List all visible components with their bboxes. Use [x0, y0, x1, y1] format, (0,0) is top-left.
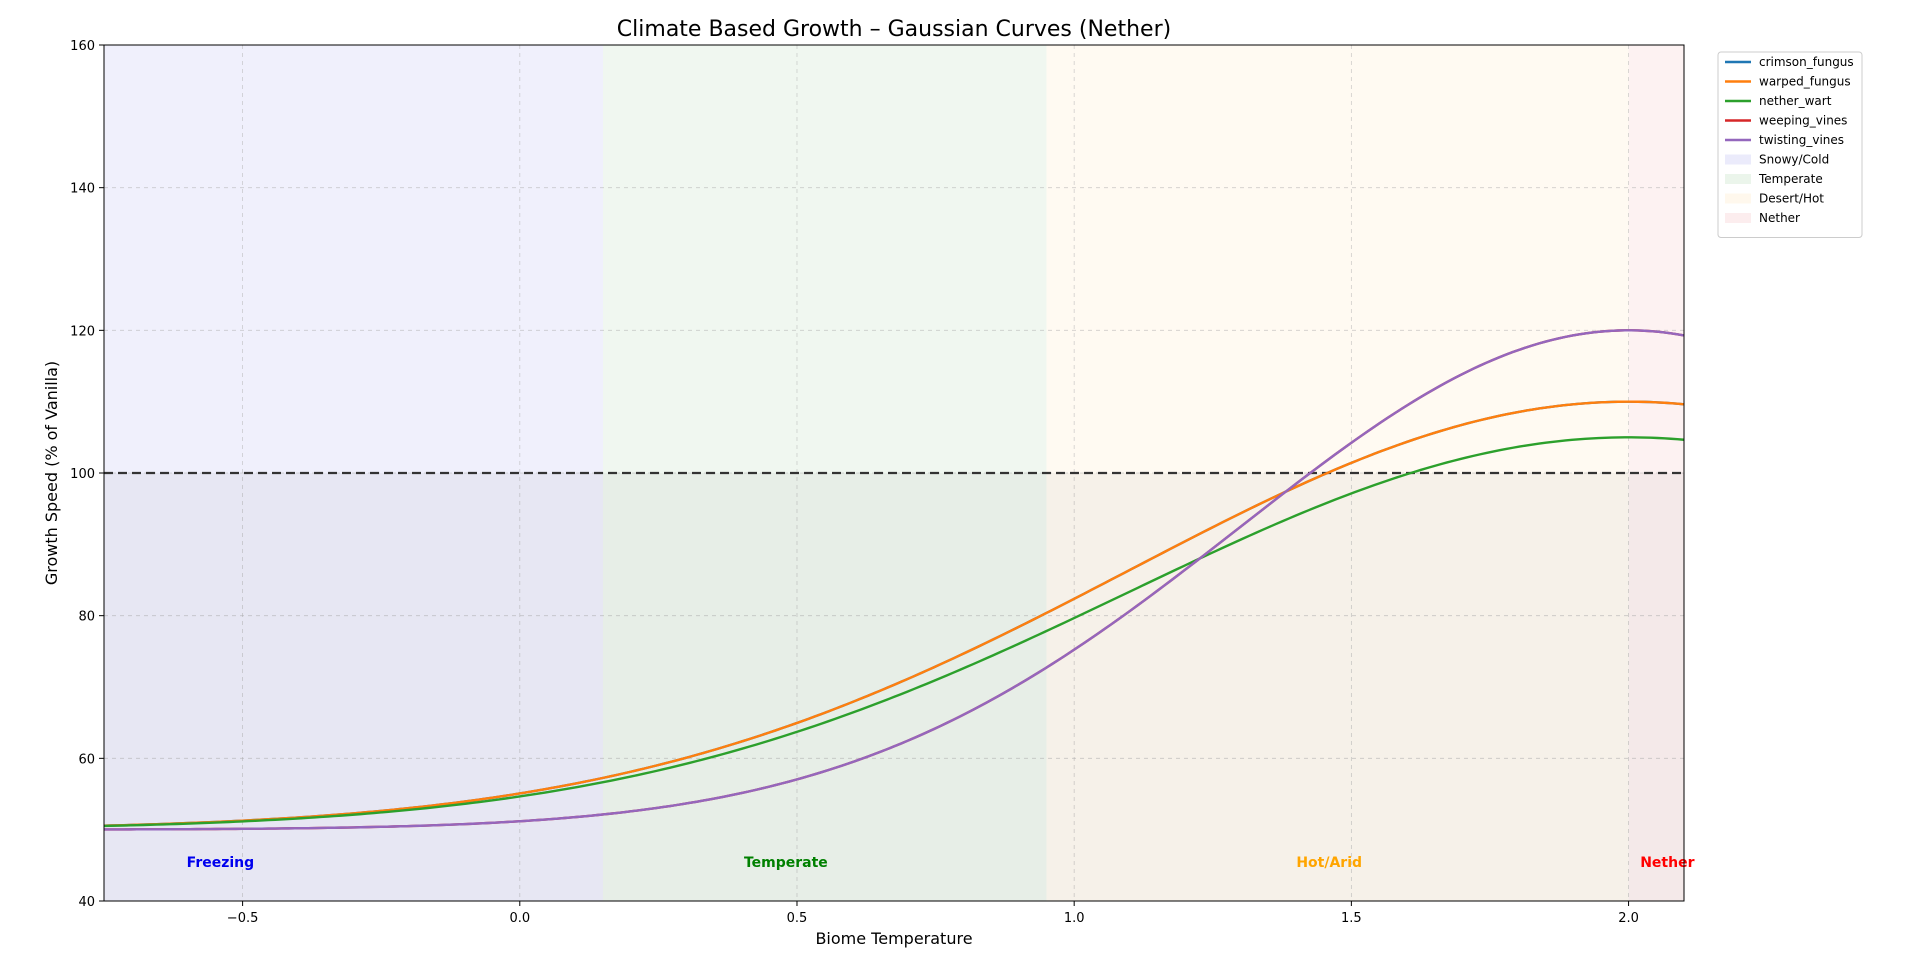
series-line-twisting_vines	[103, 329, 1685, 831]
reference-line-group	[104, 471, 1684, 901]
x-tick-label: −0.5	[227, 911, 259, 926]
region-label-freezing: Freezing	[187, 855, 255, 871]
y-tick-label: 140	[70, 182, 95, 197]
series-line-warped_fungus	[103, 400, 1685, 827]
x-tick-label: 1.0	[1064, 911, 1085, 926]
legend-box	[1717, 51, 1863, 238]
legend-label-snowy-cold: Snowy/Cold	[1759, 153, 1829, 167]
y-tick-label: 40	[78, 895, 95, 910]
legend-label-temperate: Temperate	[1758, 172, 1823, 186]
legend-label-twisting_vines: twisting_vines	[1759, 133, 1844, 147]
chart-title: Climate Based Growth – Gaussian Curves (…	[617, 17, 1171, 42]
legend-label-nether: Nether	[1759, 211, 1800, 225]
legend-label-warped_fungus: warped_fungus	[1759, 75, 1851, 89]
y-tick-label: 160	[70, 39, 95, 54]
x-tick-label: 0.0	[509, 911, 530, 926]
y-tick-label: 80	[78, 610, 95, 625]
axis-ticks: −0.5 0.0 0.5 1.0 1.5 2.0 40 60 80 100 120 140 160	[70, 39, 1639, 926]
legend-label-desert-hot: Desert/Hot	[1759, 192, 1824, 206]
series-line-nether_wart	[103, 436, 1685, 828]
legend-swatch-nether	[1725, 213, 1751, 223]
y-axis-label: Growth Speed (% of Vanilla)	[42, 361, 61, 585]
legend-label-crimson_fungus: crimson_fungus	[1759, 55, 1854, 69]
series-lines	[103, 329, 1685, 831]
grid-lines	[104, 44, 1684, 902]
region-label-hot-arid: Hot/Arid	[1296, 855, 1362, 871]
region-label-temperate: Temperate	[744, 855, 828, 871]
x-tick-label: 2.0	[1618, 911, 1639, 926]
region-label-nether: Nether	[1640, 855, 1694, 871]
x-axis-label: Biome Temperature	[815, 929, 972, 948]
x-tick-label: 0.5	[787, 911, 808, 926]
legend-label-nether_wart: nether_wart	[1759, 94, 1832, 108]
region-labels: Freezing Temperate Hot/Arid Nether	[187, 855, 1695, 871]
legend-swatch-desert-hot	[1725, 193, 1751, 204]
legend-swatch-temperate	[1725, 174, 1751, 184]
y-tick-label: 120	[70, 324, 95, 339]
legend-label-weeping_vines: weeping_vines	[1759, 114, 1847, 128]
y-tick-label: 60	[78, 752, 95, 767]
legend-swatch-snowy-cold	[1725, 154, 1751, 165]
x-tick-label: 1.5	[1341, 911, 1362, 926]
legend: crimson_fungus warped_fungus nether_wartwe…	[1717, 51, 1863, 238]
y-tick-label: 100	[70, 467, 95, 482]
below-vanilla-shade	[104, 473, 1684, 901]
